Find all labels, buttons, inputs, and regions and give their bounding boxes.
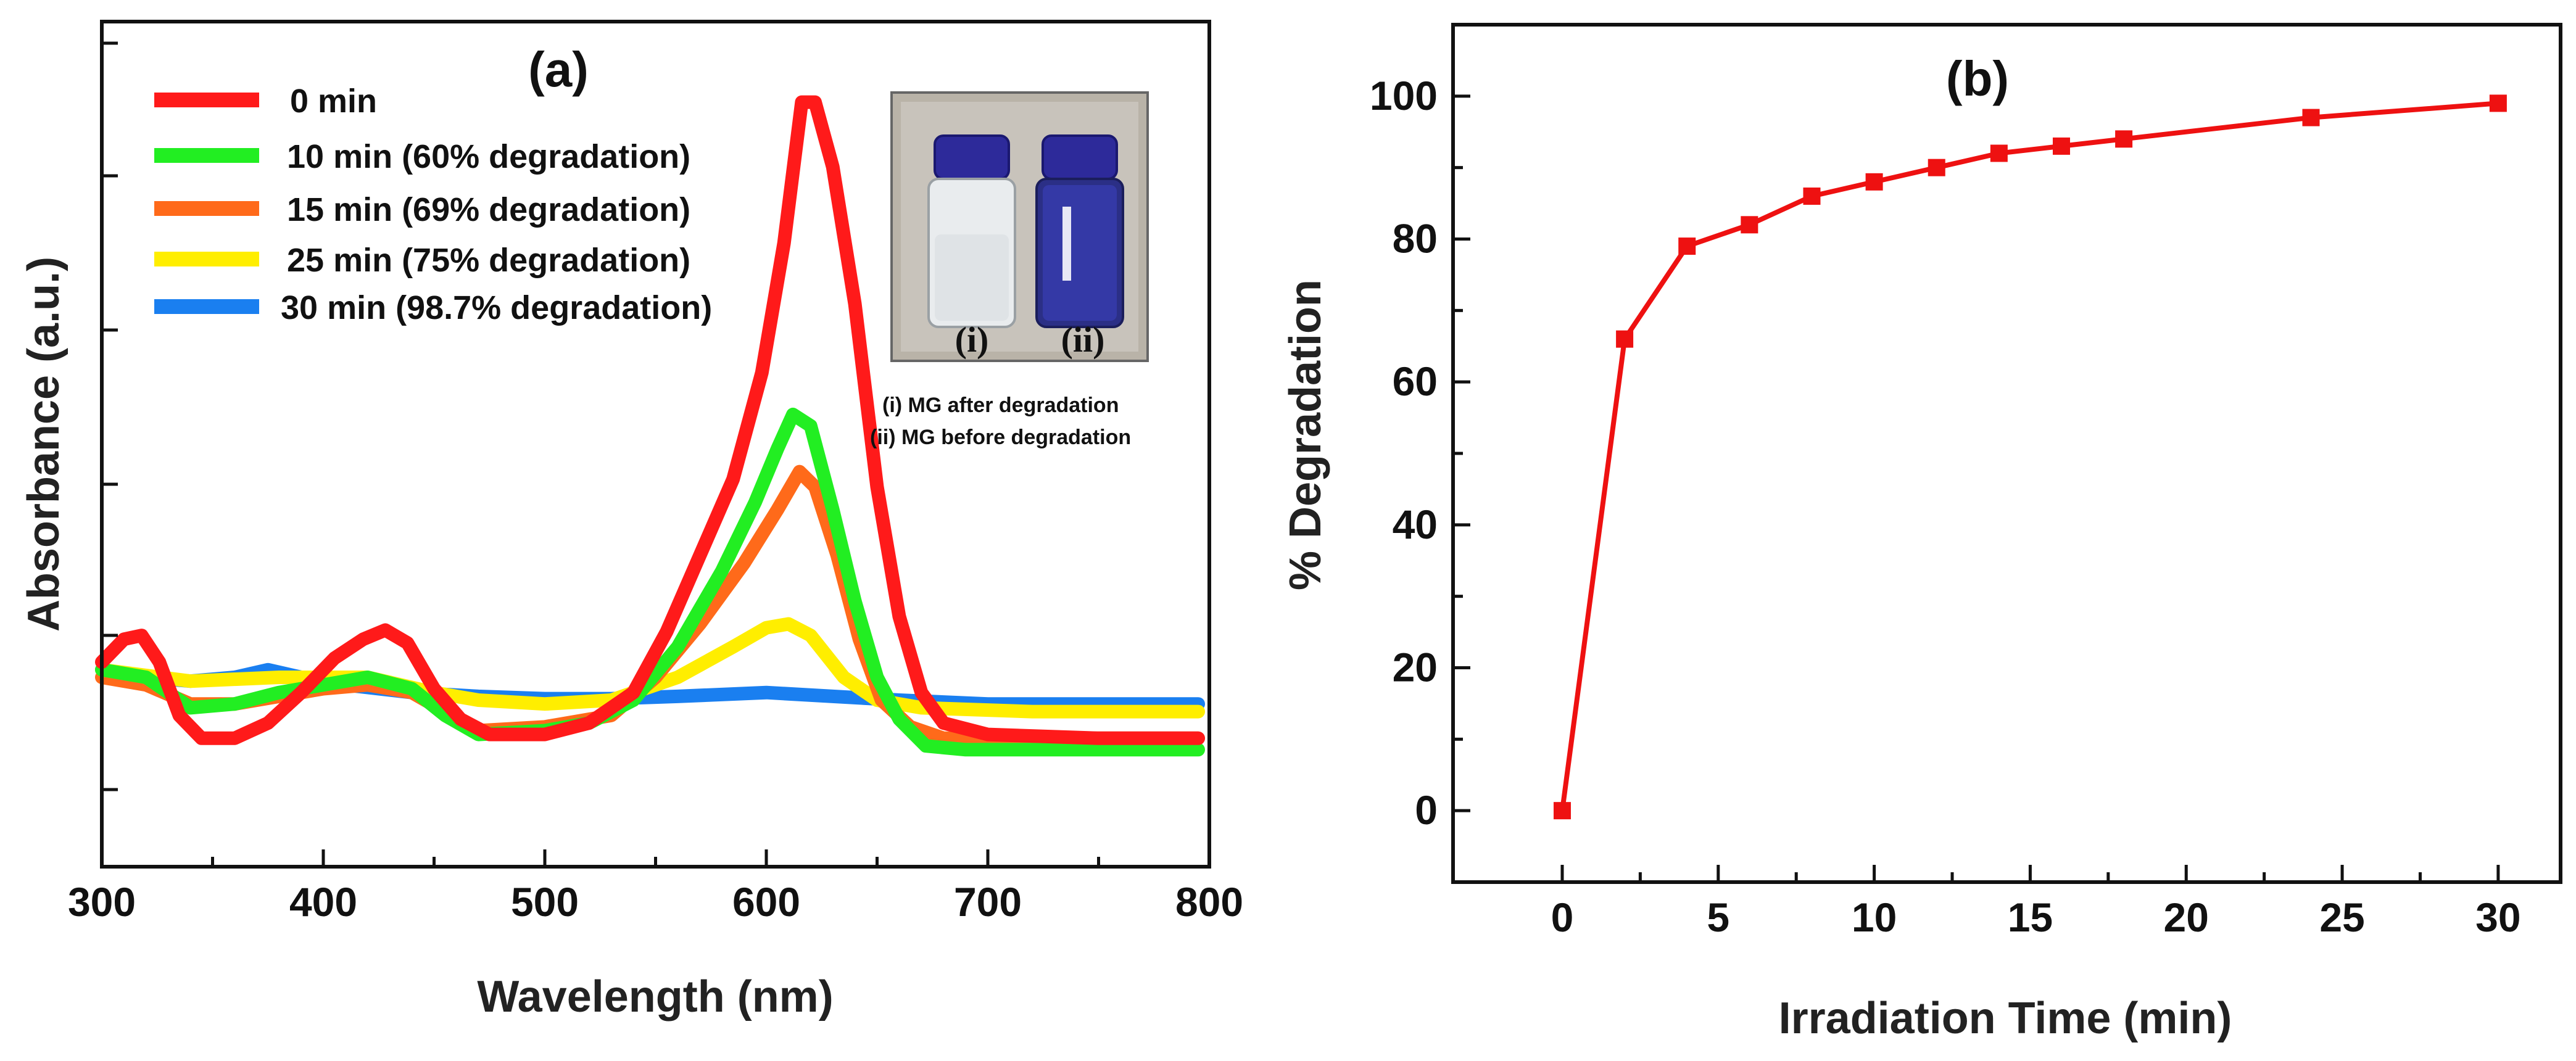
- vial-ii-label: (ii): [1061, 320, 1105, 360]
- panel-a-x-tick-label: 400: [289, 879, 357, 925]
- panel-a-y-axis-title: Absorbance (a.u.): [19, 257, 68, 632]
- panel-b-y-tick-label: 60: [1393, 358, 1438, 404]
- inset-note-after: (i) MG after degradation: [882, 394, 1119, 417]
- panel-a-x-tick-label: 300: [68, 879, 136, 925]
- panel-b-data-point: [1678, 237, 1696, 255]
- panel-b-degradation-chart: 0 5 10 15 20 25 30 0 20 40 60 80 100 Irradiation Ti…: [1281, 23, 2562, 1043]
- panel-a-y-axis: [102, 41, 118, 791]
- panel-b-x-tick-label: 20: [2164, 894, 2209, 940]
- panel-a-x-tick-label: 800: [1175, 879, 1243, 925]
- panel-a-x-tick-label: 500: [511, 879, 579, 925]
- panel-b-series: [1553, 94, 2507, 820]
- panel-b-y-tick-label: 80: [1393, 216, 1438, 262]
- panel-a-x-axis: 300 400 500 600 700 800: [68, 849, 1243, 925]
- panel-a-x-axis-title: Wavelength (nm): [477, 972, 833, 1022]
- panel-b-data-point: [1616, 330, 1634, 348]
- panel-a-series-line-0: [95, 95, 1205, 745]
- panel-b-label: (b): [1946, 51, 2009, 106]
- panel-b-y-axis-title: % Degradation: [1281, 279, 1330, 590]
- panel-b-y-axis: 0 20 40 60 80 100: [1370, 23, 1470, 884]
- vial-i-liquid: [935, 234, 1009, 321]
- panel-b-data-point: [2115, 130, 2133, 148]
- legend-entry-4: 30 min (98.7% degradation): [281, 289, 712, 326]
- panel-b-data-point: [1990, 144, 2008, 162]
- panel-b-x-tick-label: 10: [1852, 894, 1897, 940]
- panel-b-data-point: [1803, 188, 1821, 205]
- panel-a-absorbance-chart: 300 400 500 600 700 800 Wavelength (nm) Absor…: [19, 20, 1243, 1022]
- inset-note-before: (ii) MG before degradation: [870, 426, 1131, 449]
- inset-photo: (i) (ii): [890, 91, 1149, 362]
- panel-b-series-line: [1560, 101, 2499, 811]
- legend-entry-3: 25 min (75% degradation): [287, 242, 690, 279]
- panel-b-x-tick-label: 15: [2008, 894, 2053, 940]
- panel-b-x-tick-label: 30: [2475, 894, 2520, 940]
- vial-i-cap: [934, 134, 1010, 180]
- legend-entry-1: 10 min (60% degradation): [287, 138, 690, 175]
- panel-a-x-tick-label: 700: [954, 879, 1022, 925]
- panel-b-data-point: [1865, 173, 1883, 191]
- vial-ii-cap: [1042, 134, 1118, 180]
- panel-a-series-line-1: [95, 407, 1205, 757]
- panel-b-data-point: [2489, 94, 2507, 112]
- panel-b-x-axis: 0 5 10 15 20 25 30: [1551, 865, 2521, 940]
- panel-a-series-lines: [95, 95, 1205, 757]
- vial-ii-label-mark: [1062, 207, 1071, 281]
- panel-a-legend: 0 min 10 min (60% degradation) 15 min (69%…: [154, 83, 712, 326]
- legend-entry-2: 15 min (69% degradation): [287, 191, 690, 228]
- panel-a-x-tick-label: 600: [732, 879, 800, 925]
- legend-entry-0: 0 min: [290, 83, 377, 120]
- panel-b-y-tick-label: 0: [1415, 787, 1438, 833]
- panel-b-y-tick-label: 40: [1393, 502, 1438, 547]
- panel-b-x-tick-label: 0: [1551, 894, 1574, 940]
- panel-b-x-tick-label: 5: [1707, 894, 1729, 940]
- panel-a-label: (a): [528, 42, 589, 97]
- vial-before-degradation: [1035, 134, 1124, 328]
- panel-b-y-tick-label: 100: [1370, 73, 1438, 118]
- panel-b-data-point: [2302, 109, 2320, 126]
- panel-b-data-point: [1928, 159, 1945, 176]
- vial-ii-liquid: [1043, 185, 1117, 321]
- panel-b-x-tick-label: 25: [2319, 894, 2364, 940]
- vial-i-label: (i): [955, 320, 989, 360]
- panel-b-x-axis-title: Irradiation Time (min): [1779, 994, 2232, 1043]
- panel-b-y-tick-label: 20: [1393, 645, 1438, 690]
- panel-b-data-point: [1553, 802, 1571, 820]
- vial-after-degradation: [927, 134, 1016, 328]
- panel-b-data-point: [2052, 137, 2070, 155]
- panel-b-data-point: [1741, 216, 1758, 234]
